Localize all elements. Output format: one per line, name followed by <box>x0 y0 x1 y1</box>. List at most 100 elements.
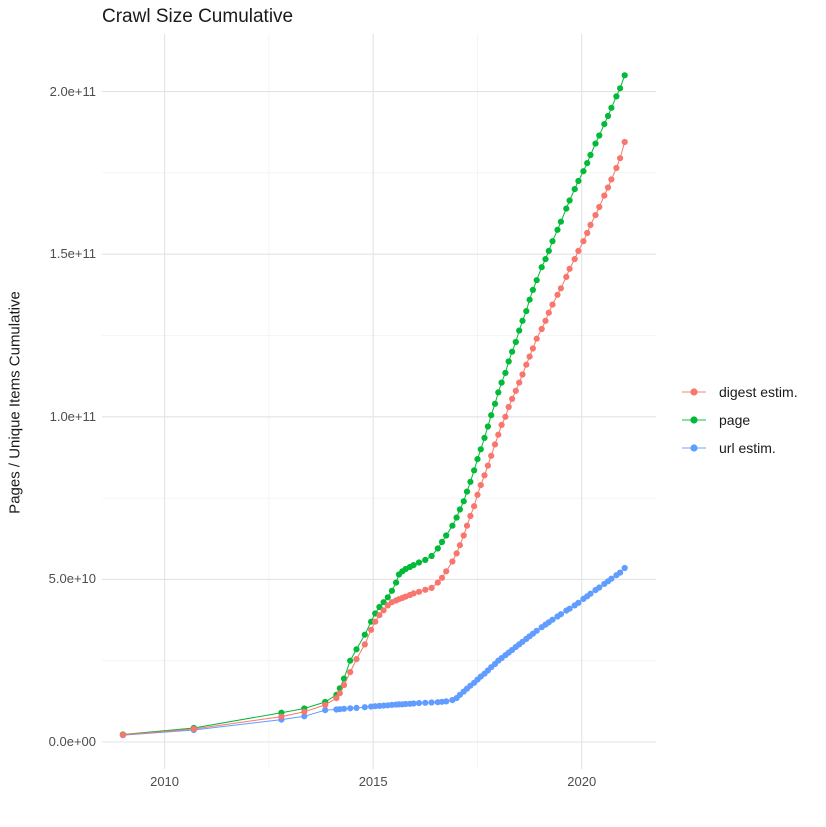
data-point-page <box>580 168 587 175</box>
data-point-url-estim <box>415 700 423 707</box>
data-point-digest-estim <box>502 413 509 420</box>
data-point-page <box>471 467 478 474</box>
data-point-page <box>488 412 495 419</box>
data-point-page <box>434 545 441 552</box>
data-point-digest-estim <box>580 238 587 245</box>
data-point-page <box>481 434 488 441</box>
data-point-page <box>575 177 582 185</box>
data-point-page <box>410 562 417 569</box>
data-point-page <box>484 423 491 430</box>
series-page <box>119 72 628 738</box>
data-point-digest-estim <box>347 669 354 676</box>
data-point-url-estim <box>549 616 556 623</box>
data-point-page <box>340 675 348 682</box>
data-point-page <box>584 160 591 167</box>
data-point-page <box>554 226 561 233</box>
data-point-digest-estim <box>592 212 599 219</box>
data-point-digest-estim <box>434 579 441 586</box>
data-point-page <box>529 286 537 293</box>
data-point-page <box>557 218 565 225</box>
data-point-digest-estim <box>471 503 478 510</box>
data-point-page <box>516 327 523 334</box>
data-point-digest-estim <box>368 626 375 633</box>
data-point-page <box>463 488 471 495</box>
legend-item-digest-estim: digest estim. <box>681 378 798 406</box>
data-point-digest-estim <box>621 138 628 146</box>
data-point-page <box>566 197 573 204</box>
legend-item-page: page <box>681 406 798 434</box>
data-point-digest-estim <box>438 574 446 581</box>
data-point-digest-estim <box>601 192 608 199</box>
data-point-page <box>523 308 530 315</box>
data-point-digest-estim <box>549 301 556 308</box>
data-point-digest-estim <box>617 155 624 162</box>
data-point-page <box>376 603 383 611</box>
series-line-url-estim <box>122 567 626 736</box>
series-url-estim <box>119 564 628 739</box>
y-tick-label: 0.0e+00 <box>48 734 96 749</box>
data-point-page <box>388 587 395 594</box>
data-point-digest-estim <box>376 612 383 619</box>
legend-label-url-estim: url estim. <box>719 440 776 456</box>
data-point-page <box>438 538 446 546</box>
data-point-page <box>380 599 387 606</box>
data-point-digest-estim <box>340 682 348 689</box>
data-point-url-estim <box>443 698 450 705</box>
data-point-page <box>604 112 612 120</box>
legend-key-icon-page <box>682 416 706 424</box>
data-point-digest-estim <box>533 335 540 342</box>
data-point-url-estim <box>575 599 582 606</box>
data-point-page <box>498 379 505 386</box>
data-point-digest-estim <box>481 472 488 479</box>
data-point-page <box>502 369 509 376</box>
data-point-digest-estim <box>495 431 502 438</box>
data-point-digest-estim <box>301 708 308 715</box>
data-point-page <box>393 579 400 586</box>
data-point-digest-estim <box>453 550 460 557</box>
data-point-url-estim <box>587 590 594 597</box>
data-point-digest-estim <box>563 273 570 280</box>
data-point-digest-estim <box>467 512 474 520</box>
data-point-digest-estim <box>190 725 197 733</box>
data-point-digest-estim <box>484 462 491 469</box>
data-point-url-estim <box>608 575 615 582</box>
data-point-page <box>449 522 456 529</box>
data-point-digest-estim <box>519 371 526 378</box>
data-point-url-estim <box>533 627 540 634</box>
data-point-page <box>538 264 545 271</box>
data-point-digest-estim <box>460 532 467 539</box>
data-point-digest-estim <box>488 452 495 459</box>
data-point-digest-estim <box>545 309 552 316</box>
data-point-url-estim <box>353 704 360 712</box>
data-point-url-estim <box>410 700 417 707</box>
data-point-digest-estim <box>443 568 450 575</box>
data-point-page <box>542 256 549 263</box>
data-point-page <box>519 317 526 324</box>
data-point-digest-estim <box>422 586 429 593</box>
data-point-digest-estim <box>119 731 126 739</box>
data-point-digest-estim <box>477 482 484 489</box>
data-point-page <box>596 132 603 139</box>
data-point-digest-estim <box>415 588 423 595</box>
data-point-digest-estim <box>491 441 499 448</box>
data-point-page <box>617 85 624 92</box>
data-point-digest-estim <box>463 522 471 529</box>
data-point-page <box>545 247 552 254</box>
data-point-page <box>443 532 450 539</box>
data-point-digest-estim <box>608 176 615 183</box>
data-point-digest-estim <box>529 345 537 352</box>
legend-label-digest-estim: digest estim. <box>719 384 798 400</box>
data-point-page <box>422 556 429 564</box>
data-point-page <box>347 657 354 664</box>
data-point-page <box>512 338 519 346</box>
data-point-digest-estim <box>336 690 343 697</box>
data-point-digest-estim <box>456 542 463 549</box>
data-point-page <box>508 348 516 355</box>
data-point-page <box>474 456 481 463</box>
data-point-page <box>621 72 628 79</box>
legend: digest estim. page url estim. <box>681 378 798 462</box>
data-point-digest-estim <box>278 713 285 720</box>
legend-item-url-estim: url estim. <box>681 434 798 462</box>
data-point-page <box>495 389 502 396</box>
data-point-digest-estim <box>410 590 417 597</box>
